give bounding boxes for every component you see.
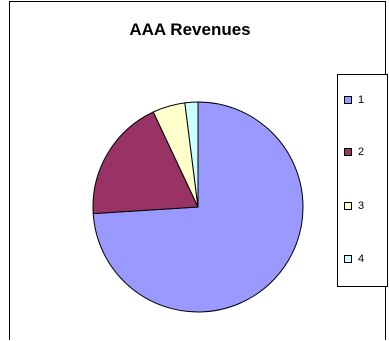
legend-label-1: 1 [358,94,365,106]
legend-item-4: 4 [344,252,364,266]
legend-label-3: 3 [358,200,365,212]
legend-label-4: 4 [358,253,365,265]
pie-slice-2 [92,111,199,215]
legend-swatch-4 [344,255,352,263]
chart-title: AAA Revenues [129,20,251,39]
legend-swatch-1 [344,96,352,104]
legend: 1 2 3 4 [337,74,388,287]
legend-label-2: 2 [358,146,365,158]
pie-slice-4 [184,101,199,208]
legend-swatch-3 [344,202,352,210]
legend-item-3: 3 [344,199,364,213]
legend-item-1: 1 [344,93,364,107]
legend-item-2: 2 [344,145,364,159]
legend-swatch-2 [344,148,352,156]
